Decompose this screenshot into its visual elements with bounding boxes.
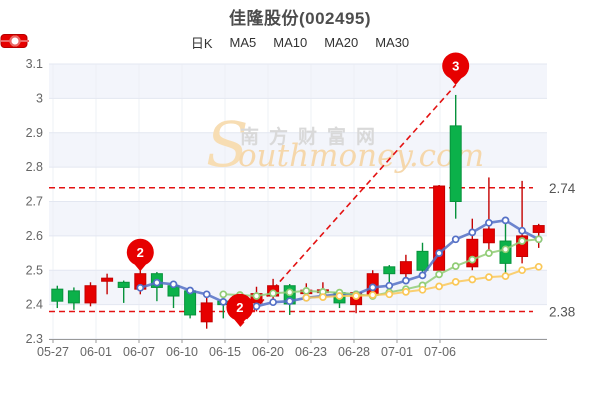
candle-07-01 xyxy=(449,125,462,202)
legend-item-ma5[interactable]: MA5 xyxy=(1,35,257,50)
ma30-line-icon xyxy=(1,35,29,47)
candle-06-02 xyxy=(117,281,130,288)
svg-text:2: 2 xyxy=(137,245,144,260)
candle-06-28 xyxy=(399,261,412,275)
legend-label: 日K xyxy=(190,36,213,51)
candle-07-02 xyxy=(466,238,479,268)
pin-marker-2: 2 xyxy=(126,238,154,272)
plot-band xyxy=(49,98,547,133)
pin-marker-2: 2 xyxy=(226,293,254,327)
y-axis-label: 2.5 xyxy=(26,263,43,277)
y-axis-label: 2.6 xyxy=(26,229,43,243)
x-axis-label: 06-01 xyxy=(80,345,112,359)
plot-band xyxy=(49,132,547,168)
x-axis-label: 07-06 xyxy=(424,345,456,359)
y-axis-label: 2.4 xyxy=(26,298,43,312)
legend: 日K MA5 MA10 MA20 MA30 xyxy=(0,33,600,52)
candle-05-31 xyxy=(84,285,97,304)
y-axis-label: 2.3 xyxy=(26,332,43,346)
x-axis-label: 06-15 xyxy=(209,345,241,359)
legend-item-ma30[interactable]: MA30 xyxy=(1,35,410,50)
plot-band xyxy=(49,167,547,202)
reference-line-label: 2.74 xyxy=(549,181,576,196)
candle-05-27 xyxy=(51,288,64,302)
candle-05-28 xyxy=(67,290,80,304)
plot-band xyxy=(49,304,547,339)
x-axis-label: 07-01 xyxy=(381,345,413,359)
x-axis-label: 06-23 xyxy=(295,345,327,359)
x-axis-label: 06-10 xyxy=(166,345,198,359)
candle-06-08 xyxy=(184,290,197,316)
y-axis-label: 3 xyxy=(36,91,43,105)
candle-07-05 xyxy=(482,228,495,244)
candle-06-29 xyxy=(416,250,429,271)
candle-06-30 xyxy=(433,185,446,271)
legend-label: MA30 xyxy=(375,35,410,50)
y-axis-label: 2.7 xyxy=(26,195,43,209)
legend-item-ma20[interactable]: MA20 xyxy=(1,35,359,50)
y-axis-label: 2.8 xyxy=(26,160,43,174)
legend-label: MA5 xyxy=(229,35,257,50)
legend-label: MA20 xyxy=(324,35,359,50)
x-axis-label: 06-20 xyxy=(252,345,284,359)
candle-07-08 xyxy=(532,225,545,233)
x-axis-label: 05-27 xyxy=(37,345,69,359)
legend-label: MA10 xyxy=(273,35,308,50)
reference-line-label: 2.38 xyxy=(549,305,575,320)
y-axis-label: 3.1 xyxy=(26,57,43,71)
legend-item-日k[interactable]: 日K xyxy=(0,33,213,52)
candle-07-07 xyxy=(516,235,529,257)
page-title: 佳隆股份(002495) xyxy=(228,9,372,28)
plot-band xyxy=(49,201,547,236)
svg-text:2: 2 xyxy=(236,300,243,315)
pin-marker-3: 3 xyxy=(442,52,470,85)
candle-06-01 xyxy=(101,277,114,282)
candle-06-09 xyxy=(200,302,213,323)
candle-06-25 xyxy=(383,266,396,275)
legend-item-ma10[interactable]: MA10 xyxy=(1,35,308,50)
y-axis-label: 2.9 xyxy=(26,126,43,140)
x-axis-label: 06-28 xyxy=(338,345,370,359)
svg-text:3: 3 xyxy=(452,58,459,73)
x-axis-label: 06-07 xyxy=(123,345,155,359)
